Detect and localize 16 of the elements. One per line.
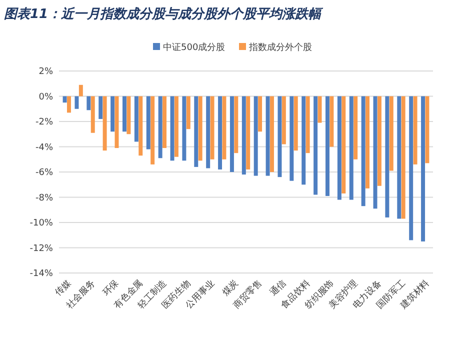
y-tick-label: -14%: [30, 269, 54, 280]
x-tick-label: 通信: [268, 278, 288, 298]
x-tick-label: 传媒: [52, 278, 74, 298]
y-tick-label: -2%: [35, 118, 54, 128]
y-tick-label: 0%: [38, 92, 54, 102]
x-tick-label: 环保: [100, 278, 122, 298]
x-tick-label: 煤炭: [220, 278, 241, 298]
y-tick-label: -4%: [35, 142, 54, 153]
chart-title: 图表11：近一月指数成分股与成分股外个股平均涨跌幅: [4, 6, 324, 22]
y-tick-label: -10%: [30, 218, 54, 229]
y-tick-label: -6%: [35, 168, 54, 178]
legend-label: 中证500成分股: [163, 42, 226, 54]
y-tick-label: -8%: [35, 193, 54, 204]
y-tick-label: 2%: [38, 67, 54, 78]
legend-label: 指数成分外个股: [248, 42, 312, 54]
y-tick-label: -12%: [30, 244, 54, 254]
